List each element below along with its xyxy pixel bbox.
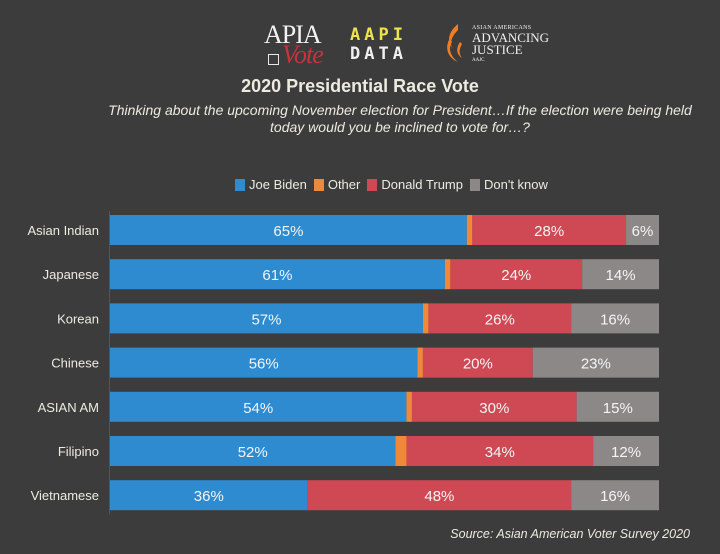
bar-other-asian-am xyxy=(406,391,412,422)
data-label-joe-biden-asian-am: 54% xyxy=(243,400,273,417)
legend-label-dont-know: Don't know xyxy=(484,177,548,192)
bar-donald-trump-korean xyxy=(428,303,572,334)
category-label-asian-am: ASIAN AM xyxy=(38,400,99,415)
aajc-org-small: ASIAN AMERICANS xyxy=(472,25,532,31)
legend-swatch-trump xyxy=(367,178,378,191)
bar-other-filipino xyxy=(395,436,407,466)
legend-label-other: Other xyxy=(327,177,361,192)
data-label-joe-biden-japanese: 61% xyxy=(262,267,292,284)
data-label-don-t-know-korean: 16% xyxy=(600,311,630,328)
data-label-don-t-know-asian-indian: 6% xyxy=(632,223,654,240)
legend-label-biden: Joe Biden xyxy=(249,177,307,192)
bar-donald-trump-japanese xyxy=(450,259,583,290)
bar-joe-biden-japanese xyxy=(110,259,445,290)
bar-joe-biden-asian-indian xyxy=(110,215,467,245)
legend-item-other: Other xyxy=(313,177,361,192)
bar-donald-trump-asian-indian xyxy=(472,215,627,245)
data-label-donald-trump-chinese: 20% xyxy=(463,356,493,373)
bar-don-t-know-japanese xyxy=(582,259,659,290)
category-label-korean: Korean xyxy=(57,311,99,326)
data-logo-text: DATA xyxy=(350,44,407,64)
legend-swatch-biden xyxy=(235,178,245,191)
bar-other-korean xyxy=(422,303,429,334)
category-label-filipino: Filipino xyxy=(58,444,99,459)
apia-logo-text: APIA xyxy=(264,20,322,49)
data-label-joe-biden-vietnamese: 36% xyxy=(194,488,224,505)
bar-other-japanese xyxy=(444,259,451,290)
data-label-don-t-know-filipino: 12% xyxy=(611,444,641,461)
source-note: Source: Asian American Voter Survey 2020 xyxy=(450,527,690,541)
legend-label-trump: Donald Trump xyxy=(381,177,463,192)
bar-joe-biden-chinese xyxy=(110,347,418,378)
bar-joe-biden-asian-am xyxy=(110,391,407,422)
category-label-chinese: Chinese xyxy=(51,356,99,371)
aajc-line2: JUSTICE xyxy=(472,42,523,57)
bar-don-t-know-vietnamese xyxy=(571,480,659,511)
bar-don-t-know-filipino xyxy=(593,436,659,466)
data-label-don-t-know-vietnamese: 16% xyxy=(600,488,630,505)
logos: APIA Vote AAPI DATA ASIAN AMERICANS ADVA… xyxy=(258,18,558,69)
category-label-japanese: Japanese xyxy=(43,267,99,282)
bar-donald-trump-asian-am xyxy=(411,391,577,422)
data-label-joe-biden-chinese: 56% xyxy=(249,356,279,373)
bar-joe-biden-vietnamese xyxy=(110,480,308,511)
data-label-joe-biden-asian-indian: 65% xyxy=(273,223,303,240)
legend-swatch-other xyxy=(313,178,324,191)
stacked-bar-chart: Asian Indian 65% 28% 6% Japanese 61% 24% 14% Kor… xyxy=(27,211,659,515)
bar-other-chinese xyxy=(417,347,423,378)
data-label-donald-trump-korean: 26% xyxy=(485,311,515,328)
data-label-donald-trump-asian-indian: 28% xyxy=(534,223,564,240)
vote-logo-text: Vote xyxy=(282,40,324,69)
aajc-logo: ASIAN AMERICANS ADVANCING JUSTICE AAJC xyxy=(444,20,564,66)
category-label-asian-indian: Asian Indian xyxy=(27,223,99,238)
flame-icon xyxy=(447,24,462,62)
legend-item-dont-know: Don't know xyxy=(470,177,548,192)
aajc-line1: ADVANCING xyxy=(472,30,550,45)
data-label-joe-biden-korean: 57% xyxy=(251,311,281,328)
bar-don-t-know-korean xyxy=(571,303,659,334)
data-label-donald-trump-filipino: 34% xyxy=(485,444,515,461)
bar-donald-trump-chinese xyxy=(422,347,533,378)
bar-joe-biden-korean xyxy=(110,303,423,334)
legend: Joe Biden Other Donald Trump Don't know xyxy=(235,177,555,192)
checkbox-icon xyxy=(268,54,279,65)
bar-donald-trump-filipino xyxy=(406,436,594,466)
bar-don-t-know-chinese xyxy=(532,347,659,378)
data-label-don-t-know-asian-am: 15% xyxy=(603,400,633,417)
legend-item-biden: Joe Biden xyxy=(235,177,307,192)
data-label-don-t-know-japanese: 14% xyxy=(606,267,636,284)
chart-subtitle: Thinking about the upcoming November ele… xyxy=(108,102,692,135)
bar-donald-trump-vietnamese xyxy=(307,480,572,511)
bar-joe-biden-filipino xyxy=(110,436,396,466)
apia-vote-logo: APIA Vote xyxy=(264,20,340,69)
data-label-donald-trump-japanese: 24% xyxy=(501,267,531,284)
aapi-data-logo: AAPI DATA xyxy=(350,26,407,64)
bar-don-t-know-asian-indian xyxy=(626,215,659,245)
aapi-logo-text: AAPI xyxy=(350,25,407,45)
legend-swatch-dont-know xyxy=(470,178,480,191)
data-label-donald-trump-vietnamese: 48% xyxy=(424,488,454,505)
data-label-joe-biden-filipino: 52% xyxy=(238,444,268,461)
data-label-donald-trump-asian-am: 30% xyxy=(479,400,509,417)
data-label-don-t-know-chinese: 23% xyxy=(581,356,611,373)
chart-title: 2020 Presidential Race Vote xyxy=(241,76,479,96)
bar-don-t-know-asian-am xyxy=(576,391,659,422)
bar-other-asian-indian xyxy=(466,215,473,245)
aajc-abbrev: AAJC xyxy=(472,58,485,63)
legend-item-trump: Donald Trump xyxy=(367,177,463,192)
category-label-vietnamese: Vietnamese xyxy=(31,488,99,503)
